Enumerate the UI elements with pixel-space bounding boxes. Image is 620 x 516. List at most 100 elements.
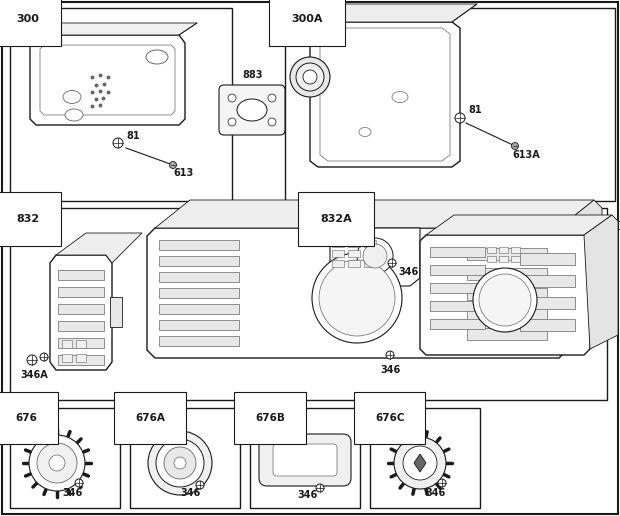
Bar: [364, 240, 376, 247]
Text: 676C: 676C: [375, 413, 404, 423]
Circle shape: [37, 443, 77, 483]
Polygon shape: [30, 35, 185, 125]
Text: 676: 676: [15, 413, 37, 423]
Bar: [285, 8, 615, 201]
Bar: [10, 8, 232, 201]
Text: 346: 346: [398, 267, 419, 277]
Circle shape: [296, 63, 324, 91]
Bar: [348, 260, 360, 267]
Bar: [430, 247, 485, 257]
Text: 346: 346: [62, 488, 82, 498]
Circle shape: [403, 446, 437, 480]
Bar: [348, 240, 360, 247]
Bar: [499, 256, 508, 262]
FancyBboxPatch shape: [58, 321, 104, 331]
Text: 346: 346: [297, 490, 317, 500]
Bar: [520, 253, 575, 265]
Bar: [76, 354, 86, 362]
Text: 988: 988: [322, 212, 342, 222]
Bar: [520, 275, 575, 287]
Circle shape: [268, 94, 276, 102]
Bar: [430, 319, 485, 329]
Bar: [332, 240, 344, 247]
Text: 346: 346: [380, 365, 401, 375]
Bar: [10, 208, 607, 400]
FancyBboxPatch shape: [58, 270, 104, 280]
Bar: [511, 247, 520, 253]
Polygon shape: [584, 215, 618, 349]
Polygon shape: [420, 235, 590, 355]
Circle shape: [40, 353, 48, 361]
Ellipse shape: [63, 90, 81, 104]
FancyBboxPatch shape: [273, 444, 337, 476]
Polygon shape: [330, 228, 420, 311]
FancyBboxPatch shape: [58, 304, 104, 314]
Ellipse shape: [237, 99, 267, 121]
Text: 883: 883: [242, 70, 262, 80]
Ellipse shape: [392, 91, 408, 103]
Circle shape: [319, 260, 395, 336]
Bar: [10, 408, 120, 508]
Bar: [467, 288, 547, 300]
Bar: [487, 247, 496, 253]
Text: 300A: 300A: [291, 14, 322, 24]
Bar: [159, 272, 239, 282]
Polygon shape: [50, 255, 112, 370]
Bar: [62, 354, 72, 362]
Circle shape: [357, 238, 393, 274]
Circle shape: [473, 268, 537, 332]
Polygon shape: [310, 22, 460, 167]
Circle shape: [386, 351, 394, 359]
Bar: [499, 247, 508, 253]
Circle shape: [312, 253, 402, 343]
Text: 676B: 676B: [255, 413, 285, 423]
Bar: [159, 240, 239, 250]
Circle shape: [49, 455, 65, 471]
Ellipse shape: [65, 109, 83, 121]
Bar: [364, 250, 376, 257]
Circle shape: [228, 94, 236, 102]
Circle shape: [29, 435, 85, 491]
Bar: [467, 268, 547, 280]
Bar: [250, 408, 360, 508]
Ellipse shape: [146, 50, 168, 64]
Ellipse shape: [359, 127, 371, 137]
Bar: [159, 320, 239, 330]
Circle shape: [174, 457, 186, 469]
Bar: [467, 308, 547, 320]
Bar: [62, 340, 72, 348]
Circle shape: [303, 70, 317, 84]
Bar: [130, 408, 240, 508]
Text: 676A: 676A: [135, 413, 165, 423]
Bar: [332, 260, 344, 267]
Circle shape: [75, 479, 83, 487]
Polygon shape: [56, 233, 142, 263]
Polygon shape: [559, 200, 602, 350]
Circle shape: [156, 439, 204, 487]
Polygon shape: [318, 4, 477, 22]
Bar: [110, 297, 122, 327]
Circle shape: [388, 259, 396, 267]
Text: 613: 613: [173, 168, 193, 178]
Text: 346: 346: [180, 488, 200, 498]
Bar: [520, 319, 575, 331]
Bar: [159, 256, 239, 266]
Bar: [487, 256, 496, 262]
Circle shape: [290, 57, 330, 97]
Bar: [370, 408, 480, 508]
Polygon shape: [618, 221, 620, 260]
Circle shape: [148, 431, 212, 495]
Bar: [159, 336, 239, 346]
Circle shape: [196, 481, 204, 489]
Text: eplacementparts.com: eplacementparts.com: [249, 295, 371, 305]
Text: 832A: 832A: [320, 214, 352, 224]
Bar: [520, 297, 575, 309]
Bar: [159, 288, 239, 298]
Text: 300: 300: [16, 14, 39, 24]
Circle shape: [394, 437, 446, 489]
FancyBboxPatch shape: [58, 287, 104, 297]
Polygon shape: [155, 200, 594, 228]
Text: 613A: 613A: [512, 150, 540, 160]
Circle shape: [479, 274, 531, 326]
Bar: [348, 250, 360, 257]
